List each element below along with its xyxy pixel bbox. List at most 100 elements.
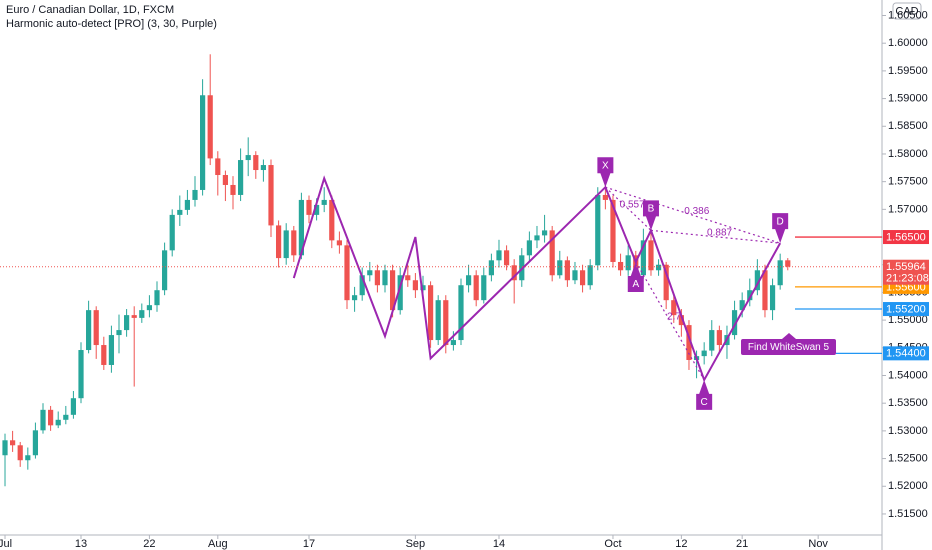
candle-body (146, 305, 153, 311)
level-label: 1.54400 (886, 348, 926, 360)
ratio-label: 2.7 (667, 312, 681, 323)
x-tick-label: 17 (303, 538, 315, 550)
candle-body (313, 204, 320, 215)
candle-body (17, 445, 23, 461)
candle-body (351, 295, 358, 301)
candle-body (625, 255, 631, 271)
y-tick-label: 1.57500 (888, 176, 928, 188)
candle-body (131, 315, 137, 318)
y-tick-label: 1.52500 (888, 452, 928, 464)
candle-body (458, 285, 464, 341)
y-tick-label: 1.59000 (888, 92, 928, 104)
chart-title: Euro / Canadian Dollar, 1D, FXCM (6, 4, 174, 16)
x-tick-label: 12 (675, 538, 687, 550)
y-tick-label: 1.57000 (888, 203, 928, 215)
y-tick-label: 1.53000 (888, 425, 928, 437)
candle-body (739, 300, 745, 311)
candle-body (63, 414, 69, 420)
candle-body (298, 199, 304, 256)
y-tick-label: 1.51500 (888, 508, 928, 520)
candle-body (344, 245, 350, 301)
point-marker (597, 157, 614, 188)
candle-body (450, 340, 456, 346)
currency[interactable]: CAD (895, 5, 918, 17)
candle-body (154, 290, 160, 306)
last-price-label: 1.55964 (886, 261, 926, 273)
candle-body (260, 165, 266, 171)
candle-body (215, 158, 221, 176)
candle-body (70, 398, 77, 415)
candle-body (397, 275, 403, 311)
candle-body (572, 270, 578, 281)
point-label: A (632, 279, 639, 290)
candle-body (116, 330, 122, 336)
candle-body (412, 280, 418, 291)
candle-body (473, 275, 479, 301)
harmonic-line (292, 175, 782, 383)
candle-body (701, 350, 707, 357)
y-tick-label: 1.58500 (888, 120, 928, 132)
candle-body (230, 184, 236, 195)
point-label: B (648, 204, 655, 215)
y-tick-label: 1.54000 (888, 369, 928, 381)
candle-body (610, 199, 616, 262)
x-tick-label: 22 (143, 538, 155, 550)
level-box (883, 346, 929, 361)
ratio-line (650, 229, 781, 244)
note-box (741, 339, 836, 355)
x-tick-label: Sep (406, 538, 426, 550)
candle-body (686, 325, 692, 360)
candle-body (200, 95, 206, 190)
candle-body (169, 214, 175, 251)
level-box (883, 230, 929, 245)
candle-body (747, 290, 753, 301)
candle-body (557, 260, 563, 276)
x-tick-label: Aug (208, 538, 228, 550)
candle-body (648, 240, 654, 271)
candle-body (359, 275, 365, 296)
ratio-line (604, 186, 652, 231)
candle-body (488, 260, 494, 276)
currency-box[interactable] (892, 2, 922, 20)
candle-body (245, 155, 251, 161)
point-label: D (777, 216, 784, 227)
candle-body (420, 285, 426, 291)
y-tick-label: 1.52000 (888, 480, 928, 492)
candle-body (291, 230, 297, 256)
candle-body (238, 160, 244, 195)
ratio-line (605, 186, 781, 244)
candle-body (93, 310, 99, 346)
candle-body (405, 275, 411, 281)
candle-body (549, 230, 555, 276)
candle-body (306, 199, 312, 215)
candle-body (25, 455, 31, 461)
point-marker (642, 200, 659, 231)
candle-body (78, 350, 84, 399)
candle-body (762, 270, 768, 311)
candle-body (496, 250, 502, 261)
ratio-label: 0.887 (707, 227, 732, 238)
candle-body (275, 225, 282, 259)
point-label: C (701, 397, 708, 408)
candle-body (731, 310, 738, 336)
last-price-box (883, 259, 929, 285)
candle-body (108, 335, 115, 365)
candle-body (564, 260, 570, 281)
candle-body (48, 409, 54, 426)
candle-body (503, 250, 510, 266)
candle-body (617, 261, 624, 271)
x-tick-label: 13 (75, 538, 87, 550)
candle-body (465, 275, 472, 286)
x-tick-label: Oct (604, 538, 621, 550)
candle-body (769, 285, 776, 311)
candle-body (427, 285, 434, 341)
x-tick-label: Nov (808, 538, 828, 550)
candle-body (86, 310, 92, 351)
candle-body (602, 194, 608, 200)
candle-body (184, 199, 191, 210)
y-tick-label: 1.55000 (888, 314, 928, 326)
point-marker (696, 379, 713, 410)
y-tick-label: 1.60000 (888, 37, 928, 49)
